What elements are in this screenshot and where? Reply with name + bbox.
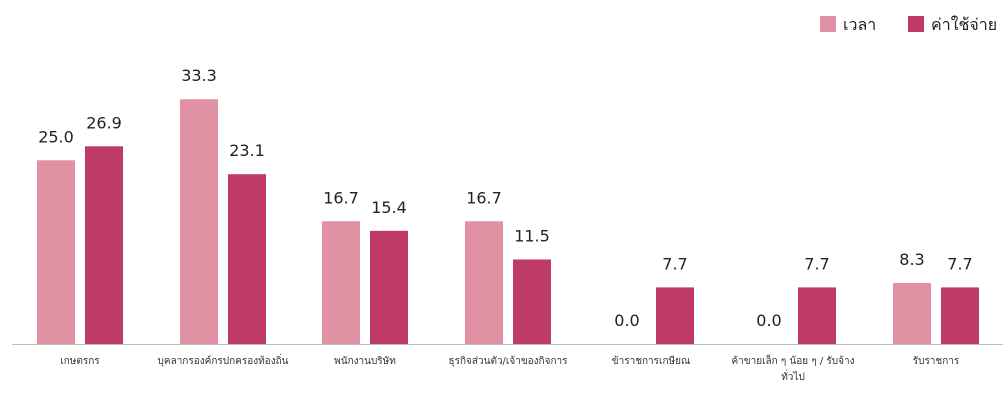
value-label-s1-c6: 0.0 (756, 311, 781, 330)
category-label-7: รับราชการ (913, 356, 960, 367)
legend-swatch-2 (908, 16, 924, 32)
category-labels: เกษตรกร บุคลากรองค์กรปกครองท้องถิ่น พนักงา… (60, 353, 960, 383)
value-label-s1-c5: 0.0 (614, 311, 639, 330)
legend-label-2: ค่าใช้จ่าย (931, 15, 997, 34)
value-label-s1-c1: 25.0 (38, 127, 74, 146)
legend: เวลา ค่าใช้จ่าย (820, 15, 997, 34)
category-label-3: พนักงานบริษัท (334, 356, 396, 367)
bars (37, 99, 979, 345)
value-labels: 25.0 26.9 33.3 23.1 16.7 15.4 16.7 11.5 0.0 7.7 0.… (38, 66, 973, 330)
value-label-s2-c5: 7.7 (662, 254, 687, 273)
legend-swatch-1 (820, 16, 836, 32)
value-label-s2-c6: 7.7 (804, 254, 829, 273)
value-label-s1-c2: 33.3 (181, 66, 217, 85)
category-label-1: เกษตรกร (60, 356, 100, 367)
bar-s1-c2 (180, 99, 218, 345)
bar-s2-c4 (513, 259, 551, 344)
value-label-s1-c7: 8.3 (899, 250, 924, 269)
value-label-s2-c2: 23.1 (229, 141, 265, 160)
category-label-6: ค้าขายเล็ก ๆ น้อย ๆ / รับจ้าง (732, 353, 855, 367)
bar-s2-c3 (370, 230, 408, 344)
value-label-s1-c3: 16.7 (323, 188, 359, 207)
bar-s2-c6 (798, 287, 836, 344)
category-label-6-line2: ทั่วไป (781, 369, 805, 383)
value-label-s2-c4: 11.5 (514, 226, 550, 245)
legend-label-1: เวลา (843, 15, 876, 34)
value-label-s2-c3: 15.4 (371, 198, 407, 217)
bar-s1-c1 (37, 160, 75, 344)
value-label-s2-c7: 7.7 (947, 254, 972, 273)
bar-s2-c2 (228, 174, 266, 344)
bar-s1-c7 (893, 282, 931, 344)
bar-s1-c3 (322, 221, 360, 344)
category-label-4: ธุรกิจส่วนตัว/เจ้าของกิจการ (449, 355, 569, 367)
bar-s1-c4 (465, 221, 503, 344)
bar-s2-c5 (656, 287, 694, 344)
category-label-5: ข้าราชการเกษียณ (612, 355, 690, 367)
value-label-s2-c1: 26.9 (86, 113, 122, 132)
category-label-2: บุคลากรองค์กรปกครองท้องถิ่น (158, 353, 289, 367)
bar-s2-c1 (85, 146, 123, 344)
value-label-s1-c4: 16.7 (466, 188, 502, 207)
bar-s2-c7 (941, 287, 979, 344)
